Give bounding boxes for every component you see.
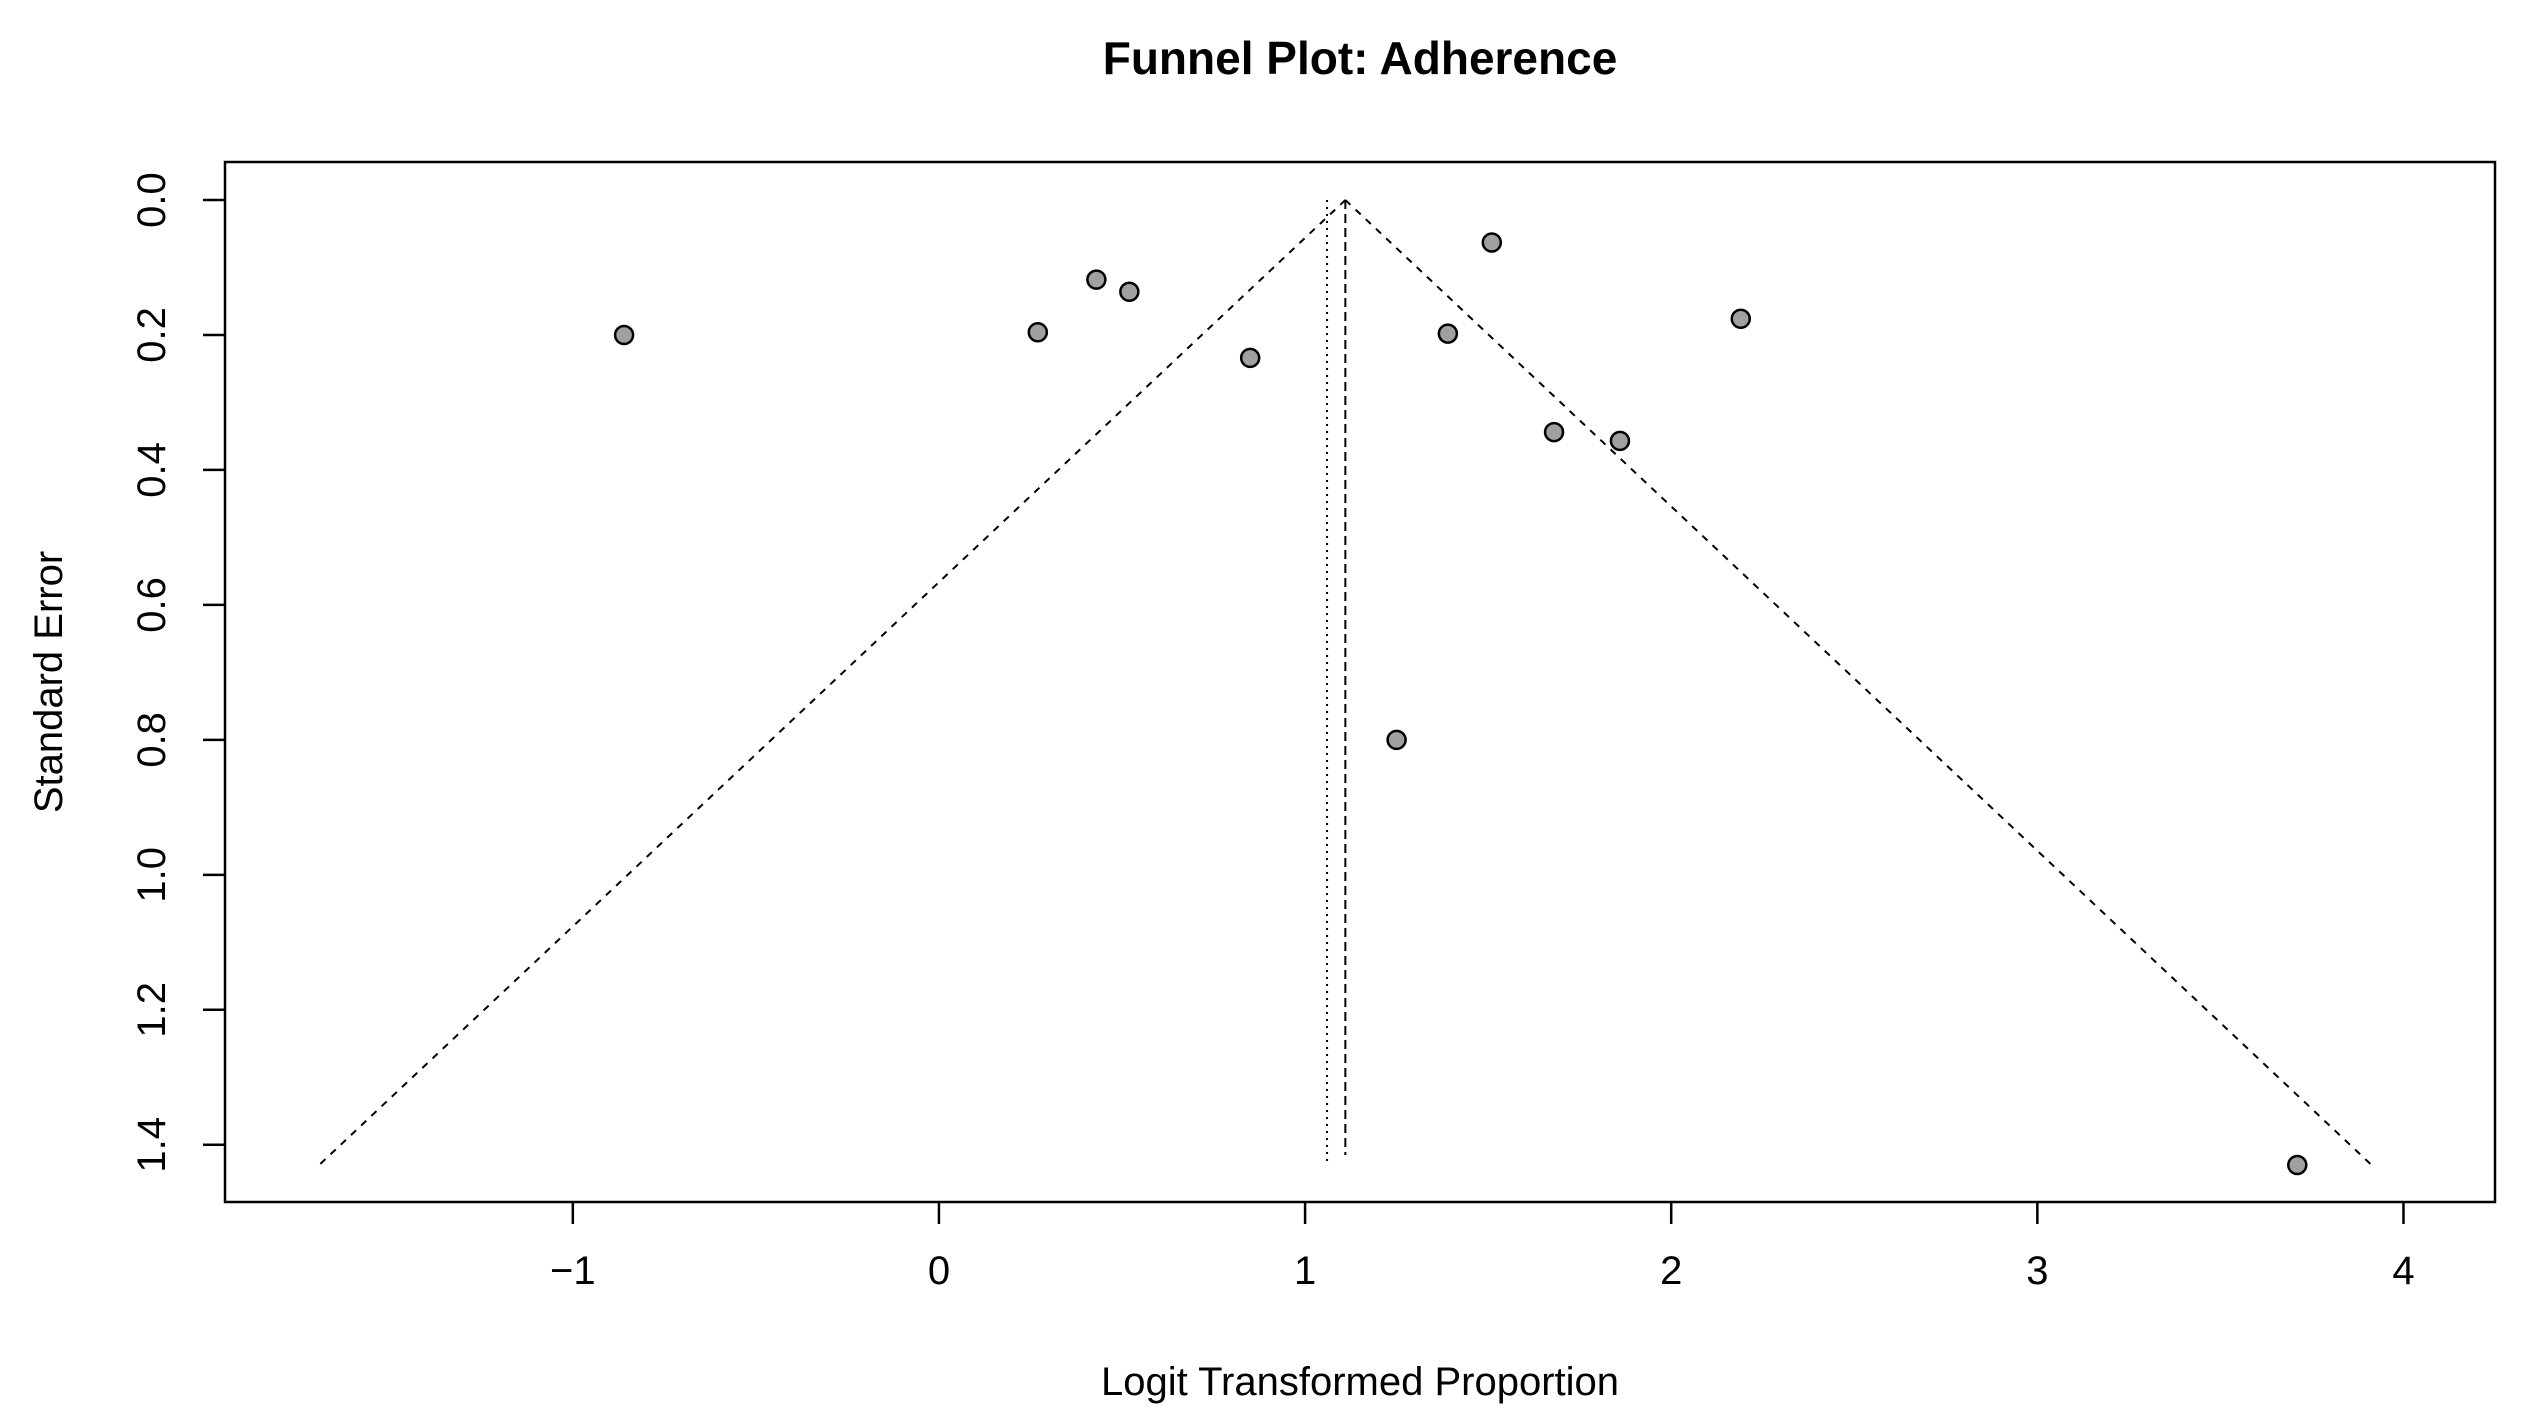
x-tick-label: 2: [1660, 1249, 1682, 1293]
data-point: [1239, 347, 1261, 369]
y-tick-label: 0.0: [130, 172, 174, 228]
y-tick-label: 1.4: [130, 1117, 174, 1173]
y-axis-label: Standard Error: [27, 551, 71, 813]
data-point: [2287, 1154, 2308, 1176]
y-axis: 0.0 0.2 0.4 0.6 0.8 1.0 1.2 1.4: [130, 172, 225, 1173]
x-tick-label: 4: [2392, 1249, 2414, 1293]
y-tick-label: 1.0: [130, 847, 174, 903]
funnel-left-boundary: [318, 199, 1347, 1166]
y-tick-label: 0.4: [130, 442, 174, 498]
data-point: [1543, 421, 1565, 443]
x-tick-label: 1: [1294, 1249, 1316, 1293]
x-tick-label: 0: [928, 1249, 950, 1293]
data-point: [1027, 322, 1049, 343]
data-points: [613, 232, 2308, 1176]
y-tick-label: 0.6: [130, 577, 174, 633]
funnel-right-boundary: [1344, 199, 2373, 1166]
chart-title: Funnel Plot: Adherence: [1103, 32, 1618, 84]
data-point: [1086, 269, 1107, 290]
y-tick-label: 0.8: [130, 712, 174, 768]
data-point: [1437, 323, 1459, 344]
data-point: [1119, 281, 1140, 303]
data-point: [1730, 308, 1752, 330]
data-point: [1481, 232, 1503, 253]
x-axis-label: Logit Transformed Proportion: [1101, 1360, 1619, 1404]
x-tick-label: −1: [550, 1249, 596, 1293]
x-tick-label: 3: [2026, 1249, 2048, 1293]
data-point: [1386, 729, 1407, 751]
funnel-lines: [318, 199, 2373, 1166]
x-axis: −1 0 1 2 3 4: [550, 1202, 2415, 1293]
plot-frame: [223, 160, 2497, 1204]
data-point: [1609, 430, 1631, 452]
data-point: [613, 324, 635, 346]
y-tick-label: 1.2: [130, 982, 174, 1038]
y-tick-label: 0.2: [130, 307, 174, 363]
